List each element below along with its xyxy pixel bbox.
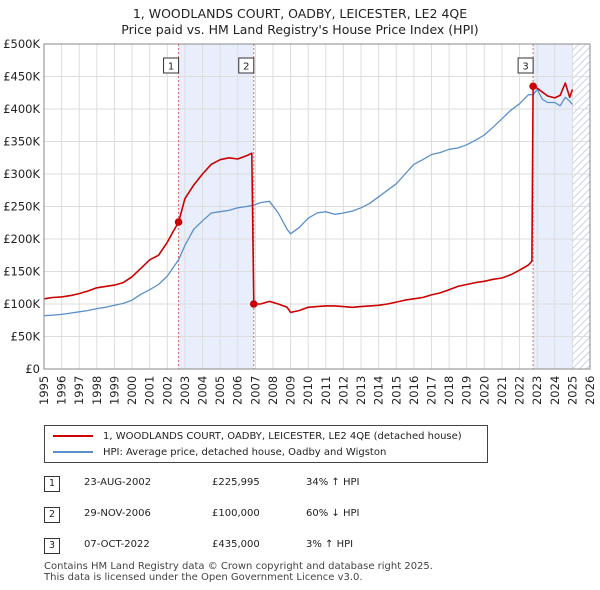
- transaction-number: 2: [44, 507, 60, 523]
- x-tick-label: 2004: [196, 376, 210, 405]
- price-chart: 1 2 3 £0 £50K £100K £150K £200K £250K £300K £350K £…: [3, 37, 597, 405]
- y-tick-label: £50K: [11, 330, 41, 344]
- x-tick-label: 2002: [160, 376, 174, 405]
- transaction-date: 23-AUG-2002: [84, 477, 152, 488]
- x-tick-label: 2003: [178, 376, 192, 405]
- x-tick-label: 2005: [213, 376, 227, 405]
- transaction-hpi-change: 60% ↓ HPI: [306, 508, 360, 519]
- x-tick-label: 2018: [442, 376, 456, 405]
- legend: 1, WOODLANDS COURT, OADBY, LEICESTER, LE…: [44, 425, 488, 463]
- x-tick-label: 2007: [248, 376, 262, 405]
- y-tick-label: £150K: [3, 265, 40, 279]
- chart-title: 1, WOODLANDS COURT, OADBY, LEICESTER, LE…: [132, 6, 468, 21]
- x-tick-label: 2006: [231, 376, 245, 405]
- transaction-number: 3: [44, 538, 60, 554]
- x-tick-label: 2015: [389, 376, 403, 405]
- x-tick-label: 2016: [407, 376, 421, 405]
- x-tick-label: 2014: [372, 376, 386, 405]
- transaction-date: 29-NOV-2006: [84, 508, 151, 519]
- legend-label-hpi: HPI: Average price, detached house, Oadb…: [103, 446, 387, 458]
- sale-label: 2: [243, 62, 249, 73]
- x-tick-label: 2019: [460, 376, 474, 405]
- sale-label-box: [163, 57, 180, 74]
- transaction-number: 1: [44, 476, 60, 492]
- y-tick-label: £450K: [3, 70, 40, 84]
- x-tick-label: 2025: [565, 376, 579, 405]
- x-tick-label: 2022: [513, 376, 527, 405]
- legend-swatch-property: [53, 435, 93, 437]
- y-tick-label: £500K: [3, 37, 40, 51]
- x-tick-label: 2012: [336, 376, 350, 405]
- footer-copyright: Contains HM Land Registry data © Crown c…: [44, 561, 433, 572]
- x-tick-label: 2023: [530, 376, 544, 405]
- legend-item-hpi: HPI: Average price, detached house, Oadb…: [53, 444, 386, 460]
- y-tick-label: £200K: [3, 232, 40, 246]
- x-tick-label: 2013: [354, 376, 368, 405]
- y-tick-label: £100K: [3, 297, 40, 311]
- transaction-price: £100,000: [212, 508, 260, 519]
- sale-label: 1: [168, 62, 174, 73]
- y-tick-label: £400K: [3, 102, 40, 116]
- x-tick-label: 2009: [284, 376, 298, 405]
- x-tick-label: 2011: [319, 376, 333, 405]
- x-tick-label: 2024: [548, 376, 562, 405]
- y-tick-label: £0: [25, 362, 40, 376]
- legend-label-property: 1, WOODLANDS COURT, OADBY, LEICESTER, LE…: [103, 430, 462, 442]
- y-tick-label: £250K: [3, 200, 40, 214]
- x-tick-label: 2026: [583, 376, 597, 405]
- transaction-price: £435,000: [212, 539, 260, 550]
- footer-license: This data is licensed under the Open Gov…: [44, 572, 363, 583]
- x-tick-label: 1998: [90, 376, 104, 405]
- sale-label-box: [517, 57, 534, 74]
- hpi-line: [43, 88, 573, 317]
- x-tick-label: 2008: [266, 376, 280, 405]
- sale-point: [249, 300, 258, 308]
- sale-point: [174, 218, 183, 226]
- x-tick-label: 1999: [107, 376, 121, 405]
- x-tick-label: 2021: [495, 376, 509, 405]
- x-tick-label: 2017: [424, 376, 438, 405]
- transaction-hpi-change: 34% ↑ HPI: [306, 477, 360, 488]
- transaction-price: £225,995: [212, 477, 260, 488]
- x-tick-label: 1996: [55, 376, 69, 405]
- sale-point: [529, 82, 537, 91]
- x-tick-label: 1995: [37, 376, 51, 405]
- transaction-date: 07-OCT-2022: [84, 539, 150, 550]
- plot-frame: [43, 43, 591, 370]
- legend-swatch-hpi: [53, 451, 93, 453]
- x-tick-label: 1997: [72, 376, 86, 405]
- sale-label: 3: [522, 62, 528, 73]
- x-tick-label: 2010: [301, 376, 315, 405]
- sale-label-box: [238, 57, 255, 74]
- y-tick-label: £350K: [3, 135, 40, 149]
- x-tick-label: 2001: [143, 376, 157, 405]
- x-tick-label: 2020: [477, 376, 491, 405]
- property-price-line: [43, 82, 574, 314]
- legend-item-property: 1, WOODLANDS COURT, OADBY, LEICESTER, LE…: [53, 428, 462, 444]
- y-tick-label: £300K: [3, 167, 40, 181]
- x-tick-label: 2000: [125, 376, 139, 405]
- chart-subtitle: Price paid vs. HM Land Registry's House …: [121, 22, 479, 37]
- transaction-hpi-change: 3% ↑ HPI: [306, 539, 354, 550]
